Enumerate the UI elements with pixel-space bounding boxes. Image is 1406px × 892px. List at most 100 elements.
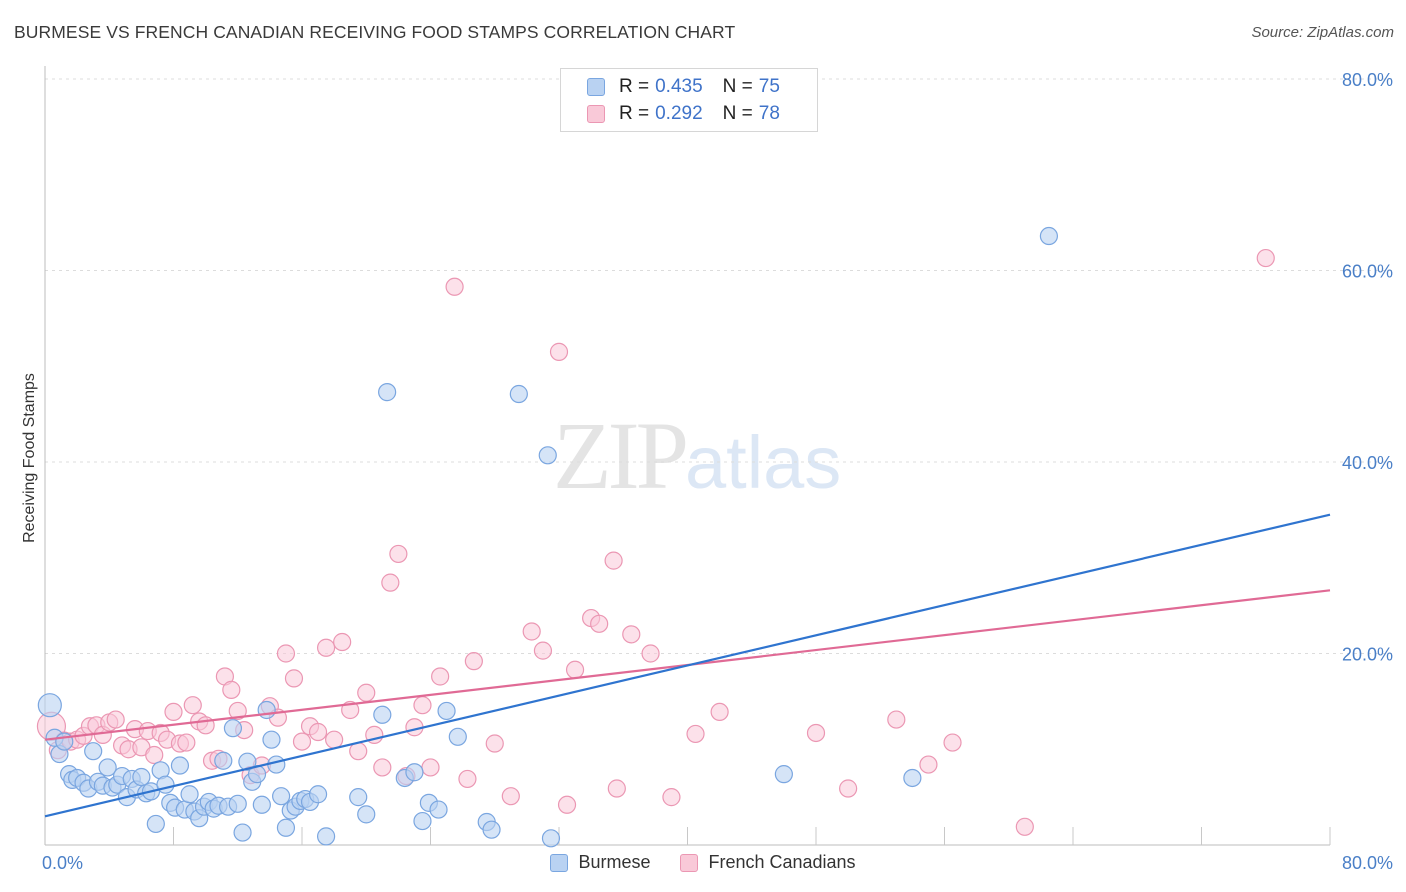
burmese-point (132, 767, 151, 787)
burmese-point (308, 785, 328, 804)
french-canadians-point (284, 669, 304, 688)
legend-swatch-burmese (587, 78, 605, 96)
burmese-point (413, 811, 432, 831)
watermark-zip: ZIP (553, 402, 689, 509)
legend-label-burmese: Burmese (578, 852, 651, 872)
legend-n-value: 78 (758, 103, 780, 124)
legend-r-value: 0.292 (655, 103, 703, 124)
burmese-point (37, 693, 62, 718)
chart-title: BURMESE VS FRENCH CANADIAN RECEIVING FOO… (14, 22, 736, 42)
legend-swatch-french (680, 853, 699, 872)
french-canadians-point (622, 625, 641, 644)
legend-r-value: 0.435 (655, 76, 703, 97)
legend-item-burmese[interactable]: Burmese (550, 852, 650, 873)
french-canadians-point (590, 614, 609, 633)
burmese-trend-line (44, 513, 1331, 818)
french-canadians-point (686, 724, 705, 744)
burmese-point (262, 730, 281, 749)
legend-n-value: 75 (758, 76, 780, 97)
legend-n-label: N = (722, 76, 753, 97)
french-canadians-point (662, 788, 681, 807)
french-canadians-point (413, 696, 432, 715)
burmese-point (233, 823, 252, 842)
legend-swatch-burmese (550, 853, 569, 872)
french-canadians-point (308, 722, 328, 742)
burmese-point (252, 795, 271, 814)
french-canadians-point (381, 573, 400, 592)
burmese-point (429, 800, 448, 819)
french-canadians-point (501, 787, 520, 806)
french-canadians-point (445, 277, 464, 296)
french-canadians-point (887, 710, 906, 729)
y-tick-label: 40.0% (1342, 453, 1393, 473)
trend-lines (44, 513, 1331, 818)
series-legend: Burmese French Canadians (0, 852, 1406, 873)
burmese-point (373, 705, 392, 724)
french-canadians-point (177, 733, 196, 752)
french-canadians-point (533, 641, 553, 660)
y-tick-label: 60.0% (1342, 262, 1393, 282)
french-canadians-point (557, 795, 577, 814)
legend-n-label: N = (722, 103, 753, 124)
french-canadians-point (485, 734, 504, 753)
burmese-points (37, 226, 1059, 848)
burmese-point (276, 818, 296, 837)
burmese-point (257, 700, 276, 720)
french-canadians-point (458, 769, 477, 789)
french-canadians-point (389, 544, 408, 564)
french-canadians-point (522, 622, 541, 641)
french-canadians-point (145, 745, 164, 765)
x-tick-label: 80.0% (1342, 853, 1393, 873)
burmese-point (1039, 226, 1059, 246)
french-canadians-point (710, 702, 729, 722)
french-canadians-point (276, 644, 296, 663)
legend-swatch-french (587, 105, 605, 123)
french-canadians-point (943, 733, 962, 752)
y-tick-label: 20.0% (1342, 645, 1393, 665)
burmese-point (98, 758, 117, 777)
legend-row-burmese: R = 0.435 N = 75 (587, 75, 780, 99)
burmese-point (267, 755, 286, 774)
correlation-legend: R = 0.435 N = 75 R = 0.292 N = 78 (560, 68, 818, 132)
french-canadians-point (421, 758, 440, 777)
french-canadians-point (464, 652, 483, 671)
french-canadians-point (228, 701, 247, 721)
burmese-point (437, 701, 456, 721)
burmese-point (272, 787, 291, 806)
french-canadians-point (1256, 248, 1275, 268)
legend-r-label: R = (619, 76, 650, 97)
burmese-point (84, 742, 103, 761)
burmese-point (357, 805, 376, 824)
burmese-point (146, 814, 165, 834)
french-canadians-point (549, 342, 569, 361)
french-canadians-point (357, 683, 376, 702)
french-canadians-point (604, 551, 623, 570)
french-canadians-point (806, 723, 826, 743)
french-canadians-point (333, 632, 352, 652)
x-tick-label: 0.0% (42, 853, 83, 873)
legend-row-french: R = 0.292 N = 78 (587, 102, 780, 126)
french-canadians-point (164, 702, 183, 722)
burmese-point (482, 820, 501, 839)
french-canadians-point (373, 758, 392, 777)
grid-lines (45, 78, 1392, 654)
burmese-point (214, 751, 233, 770)
source-label: Source: ZipAtlas.com (1251, 24, 1394, 41)
french-canadians-point (316, 638, 336, 657)
french-canadians-point (325, 730, 344, 749)
french-canadians-point (183, 696, 202, 715)
burmese-point (378, 383, 397, 402)
burmese-point (180, 785, 199, 804)
french-canadians-point (839, 779, 858, 798)
burmese-point (541, 829, 561, 848)
legend-label-french-canadians: French Canadians (708, 852, 856, 872)
burmese-point (223, 719, 243, 738)
burmese-point (156, 775, 175, 794)
burmese-point (170, 756, 190, 775)
french-canadians-point (641, 644, 660, 663)
legend-item-french-canadians[interactable]: French Canadians (680, 852, 856, 873)
y-tick-label: 80.0% (1342, 70, 1393, 90)
burmese-point (349, 788, 368, 807)
tick-labels: 20.0% 40.0% 60.0% 80.0% 0.0% 80.0% (42, 70, 1393, 873)
